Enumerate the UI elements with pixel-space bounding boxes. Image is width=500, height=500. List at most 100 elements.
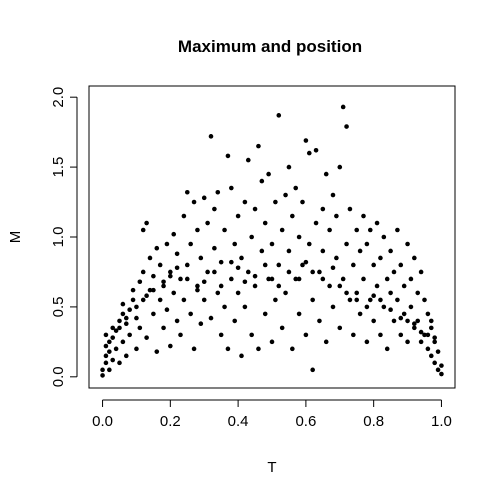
data-point <box>107 367 112 373</box>
data-point <box>117 360 122 366</box>
data-point <box>174 265 180 271</box>
data-point <box>242 304 248 310</box>
data-point <box>425 332 431 338</box>
x-axis-label: T <box>267 459 276 476</box>
data-point <box>354 227 360 233</box>
data-point <box>239 353 244 359</box>
data-point <box>107 339 112 345</box>
data-point <box>168 269 173 275</box>
data-point <box>361 276 366 282</box>
data-point <box>401 311 407 317</box>
data-point <box>144 335 149 340</box>
data-point <box>262 262 268 268</box>
data-point <box>293 276 299 282</box>
data-point <box>256 346 261 352</box>
data-point <box>398 332 404 338</box>
data-point <box>123 353 129 359</box>
data-point <box>198 255 204 261</box>
data-point <box>127 332 132 338</box>
data-point <box>208 315 214 321</box>
data-point <box>286 164 292 170</box>
data-point <box>439 363 444 368</box>
data-point <box>395 297 400 303</box>
data-point <box>110 325 116 331</box>
data-point <box>266 276 271 282</box>
data-point <box>174 251 180 257</box>
data-point <box>330 192 336 198</box>
data-point <box>235 213 241 219</box>
data-point <box>306 241 312 247</box>
data-point <box>313 148 319 153</box>
data-point <box>273 297 278 303</box>
data-point <box>123 315 129 321</box>
data-point <box>208 134 214 139</box>
data-point <box>378 332 383 338</box>
data-point <box>161 283 166 289</box>
data-point <box>418 269 424 275</box>
data-point <box>354 290 360 296</box>
data-point <box>340 104 346 110</box>
data-point <box>242 199 248 205</box>
data-point <box>354 297 360 303</box>
data-point <box>279 227 285 233</box>
data-point <box>351 262 356 268</box>
data-point <box>218 283 224 289</box>
data-point <box>323 171 329 177</box>
data-point <box>130 297 136 303</box>
data-point <box>428 318 434 324</box>
data-point <box>239 255 244 261</box>
data-point <box>303 259 309 265</box>
data-point <box>323 339 329 345</box>
x-tick-label: 0.8 <box>363 413 384 430</box>
data-point <box>320 206 326 212</box>
data-point <box>205 269 210 275</box>
data-point <box>117 318 122 324</box>
data-point <box>181 213 187 219</box>
data-point <box>225 346 231 352</box>
data-point <box>388 248 393 254</box>
data-point <box>215 189 221 195</box>
data-point <box>357 248 363 254</box>
data-point <box>337 283 343 289</box>
data-point <box>235 265 241 271</box>
data-point <box>405 241 410 247</box>
data-point <box>188 241 193 247</box>
data-point <box>364 304 370 310</box>
y-tick-label: 1.0 <box>50 227 67 248</box>
data-point <box>303 138 309 143</box>
data-point <box>229 185 234 191</box>
data-point <box>195 227 200 233</box>
data-point <box>408 304 414 310</box>
data-point <box>212 269 217 275</box>
data-point <box>344 241 349 247</box>
x-tick-label: 0.2 <box>160 413 181 430</box>
data-point <box>252 283 258 289</box>
y-axis: 0.0 0.5 1.0 1.5 2.0 <box>50 87 78 387</box>
data-point <box>147 287 153 293</box>
data-point <box>428 325 434 331</box>
data-point <box>103 360 109 366</box>
data-point <box>435 367 441 373</box>
data-point <box>381 304 387 310</box>
x-tick-label: 0.6 <box>295 413 316 430</box>
data-point <box>276 113 282 118</box>
data-point <box>344 290 349 296</box>
data-point <box>330 304 336 310</box>
data-point <box>137 279 143 285</box>
data-point <box>212 245 217 251</box>
data-point <box>398 262 404 268</box>
data-point <box>188 311 193 317</box>
data-point <box>100 367 105 373</box>
data-point <box>317 269 322 275</box>
data-point <box>432 335 437 340</box>
data-point <box>381 234 387 240</box>
data-point <box>391 318 397 324</box>
data-point <box>229 259 234 265</box>
data-point <box>157 262 163 268</box>
data-point <box>378 255 383 261</box>
data-point <box>412 255 417 261</box>
data-point <box>140 297 146 303</box>
data-point <box>245 269 251 275</box>
data-point <box>161 279 166 285</box>
data-point <box>367 227 373 233</box>
